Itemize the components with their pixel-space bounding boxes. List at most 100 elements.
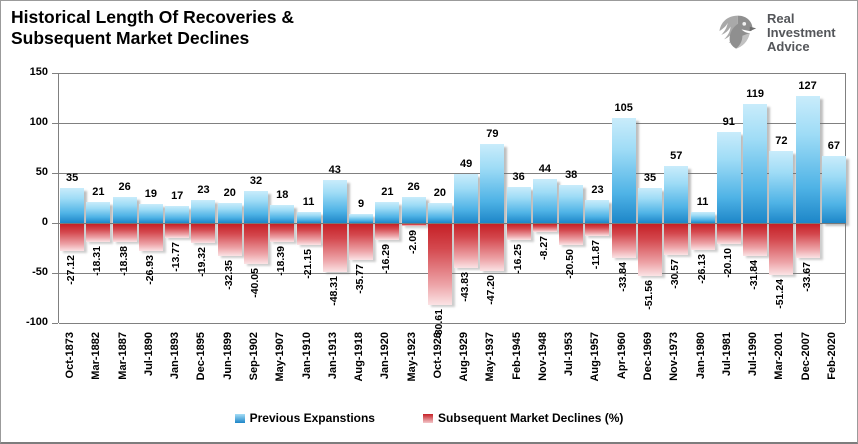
- expansion-value-label: 20: [433, 187, 446, 199]
- bar-expansion: [664, 166, 689, 223]
- bar-decline: [559, 224, 584, 245]
- y-tick-mark: [52, 73, 58, 74]
- x-axis-label: Jun-1899: [221, 332, 234, 380]
- bar-decline: [165, 224, 190, 238]
- decline-value-label: -21.15: [301, 249, 314, 279]
- decline-value-label: -18.31: [91, 246, 104, 277]
- logo-line-1: Real: [767, 10, 795, 26]
- bar-expansion: [60, 188, 85, 223]
- x-axis-label: Jul-1990: [747, 332, 760, 377]
- bar-expansion: [690, 212, 715, 223]
- bar-expansion: [375, 202, 400, 223]
- decline-value-label: -11.87: [590, 239, 603, 270]
- bar-decline: [638, 224, 662, 276]
- decline-value-label: -19.32: [196, 247, 209, 278]
- bar-decline: [585, 224, 610, 236]
- x-axis-label: May-1923: [405, 332, 418, 382]
- bar-decline: [795, 224, 820, 258]
- bar-expansion: [795, 96, 820, 223]
- bar-expansion: [244, 191, 268, 223]
- expansion-value-label: 36: [512, 171, 525, 183]
- decline-value-label: -31.84: [748, 259, 761, 290]
- legend-expansions-label: Previous Expanstions: [249, 411, 375, 425]
- bar-expansion: [191, 200, 216, 223]
- expansion-value-label: 127: [798, 80, 817, 92]
- decline-value-label: -16.25: [511, 244, 524, 275]
- x-axis-label: Jan-1913: [326, 332, 339, 380]
- bar-decline: [138, 224, 163, 251]
- bar-decline: [690, 224, 715, 251]
- x-axis-label: May-1937: [484, 332, 497, 382]
- x-axis-label: May-1907: [274, 332, 287, 382]
- bar-expansion: [821, 156, 846, 223]
- bar-expansion: [322, 180, 347, 223]
- bar-expansion: [611, 118, 636, 223]
- y-tick-mark: [52, 123, 58, 124]
- bar-expansion: [769, 151, 794, 223]
- y-tick-mark: [52, 223, 58, 224]
- gridline--50: [59, 273, 845, 274]
- expansion-value-label: 79: [486, 128, 499, 140]
- expansion-value-label: 38: [565, 169, 578, 181]
- bar-decline: [611, 224, 636, 258]
- bar-expansion: [112, 197, 137, 223]
- expansion-value-label: 35: [66, 172, 79, 184]
- bar-expansion: [532, 179, 557, 223]
- expansion-value-label: 21: [381, 186, 394, 198]
- x-axis-label: Jan-1910: [300, 332, 313, 380]
- bar-expansion: [585, 200, 610, 223]
- expansion-value-label: 26: [407, 181, 420, 193]
- bar-expansion: [270, 205, 295, 223]
- y-axis-label: -100: [25, 316, 48, 328]
- bar-decline: [375, 224, 400, 241]
- x-axis-label: Jul-1890: [142, 332, 155, 377]
- bar-decline: [664, 224, 689, 255]
- y-axis-label: 50: [35, 166, 48, 178]
- x-axis-label: Mar-2001: [773, 332, 786, 380]
- x-axis-label: Jul-1953: [563, 332, 576, 377]
- y-axis-label: -50: [32, 266, 48, 278]
- decline-value-label: -33.67: [800, 261, 813, 292]
- decline-value-label: -40.05: [249, 268, 261, 298]
- decline-value-label: -32.35: [222, 260, 235, 291]
- bar-decline: [112, 224, 137, 243]
- decline-value-label: -27.12: [65, 255, 78, 285]
- bar-decline: [480, 224, 505, 272]
- x-axis-label: Jan-1893: [169, 332, 182, 380]
- x-axis-label: Jan-1980: [694, 332, 707, 380]
- expansion-value-label: 57: [670, 150, 683, 162]
- decline-value-label: -51.24: [774, 279, 787, 310]
- bar-expansion: [165, 206, 190, 223]
- bar-decline: [401, 224, 426, 227]
- expansion-value-label: 20: [223, 187, 236, 199]
- bar-expansion: [743, 104, 768, 223]
- x-axis-label: Dec-1969: [642, 332, 654, 381]
- decline-value-label: -48.31: [327, 276, 340, 307]
- decline-value-label: -33.84: [616, 261, 629, 292]
- expansion-value-label: 9: [358, 198, 365, 210]
- bar-decline: [217, 224, 242, 257]
- bar-decline: [716, 224, 741, 245]
- gridline-50: [59, 173, 845, 174]
- expansion-value-label: 44: [538, 163, 552, 175]
- legend: Previous Expanstions Subsequent Market D…: [1, 411, 857, 425]
- decline-value-label: -26.93: [143, 254, 156, 285]
- bar-expansion: [349, 214, 374, 223]
- x-axis-label: Apr-1960: [615, 332, 628, 380]
- legend-item-expansions: Previous Expanstions: [234, 411, 375, 425]
- bar-expansion: [86, 202, 111, 223]
- y-axis-label: 150: [29, 66, 48, 78]
- x-axis-label: Nov-1973: [668, 332, 681, 381]
- bar-decline: [244, 224, 268, 265]
- decline-value-label: -20.50: [564, 248, 577, 279]
- ria-logo: Real Investment Advice: [713, 11, 836, 55]
- bar-decline: [349, 224, 374, 260]
- x-axis-label: Nov-1948: [536, 332, 549, 381]
- x-axis-label: Aug-1957: [589, 332, 602, 382]
- bar-decline: [427, 224, 452, 305]
- decline-value-label: -8.27: [537, 236, 550, 261]
- decline-value-label: -18.39: [275, 246, 288, 277]
- expansion-value-label: 18: [276, 189, 289, 201]
- x-axis-label: Sep-1902: [248, 332, 260, 381]
